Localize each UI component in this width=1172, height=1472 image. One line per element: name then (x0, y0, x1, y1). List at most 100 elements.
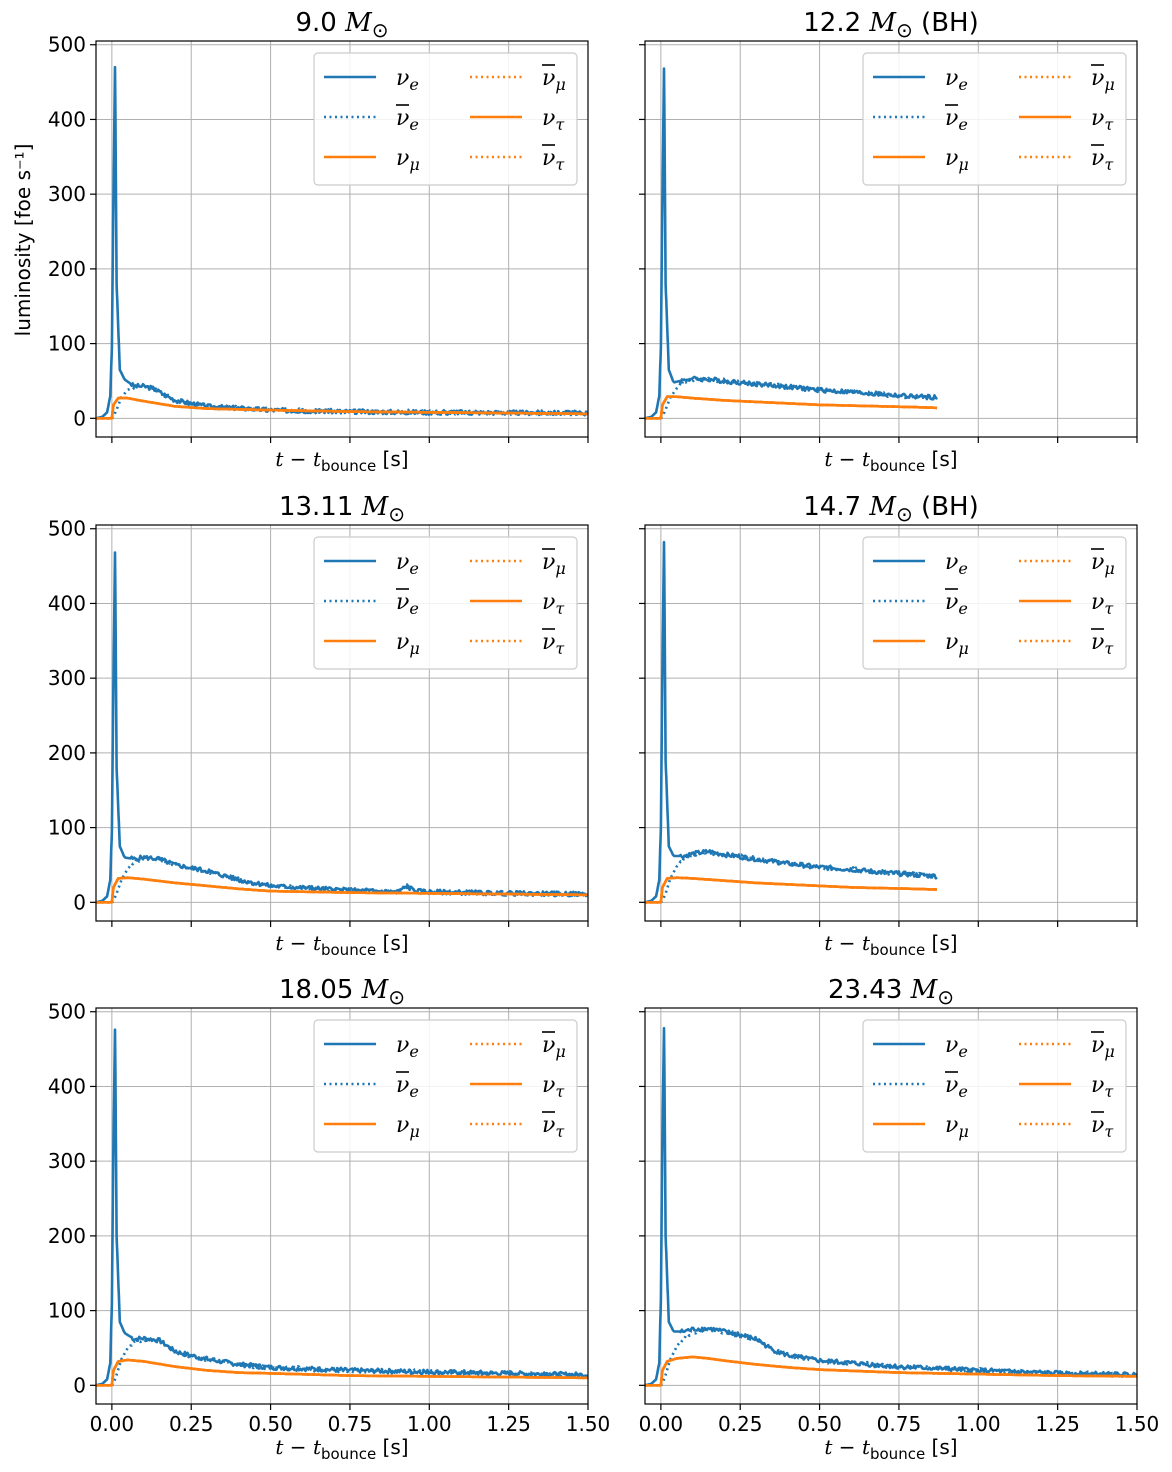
panel-title: 13.11 M⊙ (279, 492, 405, 526)
legend-label: νe (396, 590, 419, 618)
y-tick-label: 400 (48, 1074, 86, 1098)
legend: νe νe νμ νμ ντ ντ (313, 1019, 578, 1153)
x-tick-label: 0.25 (718, 1412, 763, 1436)
legend: νe νe νμ νμ ντ ντ (862, 536, 1127, 670)
legend-label: νμ (945, 630, 969, 658)
axes-frame (644, 524, 1138, 922)
chart-panel: 0 100 200 300 400 500 9.0 M⊙ t − tbounce [s] νe ν… (48, 8, 589, 475)
legend-label: ντ (542, 590, 565, 618)
legend-label: νe (945, 1033, 968, 1061)
legend: νe νe νμ νμ ντ ντ (862, 52, 1127, 186)
y-tick-label: 300 (48, 666, 86, 690)
series-line-1 (645, 67, 938, 420)
x-axis-label: t − tbounce [s] (275, 447, 408, 475)
y-tick-label: 400 (48, 107, 86, 131)
legend: νe νe νμ νμ ντ ντ (313, 52, 578, 186)
y-tick-label: 100 (48, 1299, 86, 1323)
panel-title: 14.7 M⊙ (BH) (803, 492, 979, 526)
legend-label: ντ (1091, 106, 1114, 134)
legend-box (313, 1019, 578, 1153)
chart-panel: 0.00 0.25 0.50 0.75 1.00 1.25 1.50 0 100 200 300 40… (48, 975, 610, 1463)
legend-label: νμ (945, 1113, 969, 1141)
legend-label: νμ (1091, 66, 1115, 94)
legend-label: νμ (396, 630, 420, 658)
x-tick-label: 1.50 (566, 1412, 611, 1436)
axes-frame (644, 1007, 1138, 1405)
y-axis-label: luminosity [foe s⁻¹] (11, 144, 35, 337)
series-group (96, 551, 588, 904)
legend-label: νμ (542, 66, 566, 94)
x-tick-label: 1.00 (407, 1412, 452, 1436)
chart-panel: 12.2 M⊙ (BH) t − tbounce [s] νe νe νμ νμ ντ ντ (639, 8, 1138, 475)
series-line-6 (645, 395, 938, 420)
y-tick-label: 0 (73, 890, 86, 914)
legend-label: νμ (1091, 550, 1115, 578)
legend-label: νe (945, 66, 968, 94)
series-line-6 (645, 876, 938, 904)
y-tick-label: 200 (48, 257, 86, 281)
y-tick-label: 200 (48, 1224, 86, 1248)
legend-label: νe (945, 590, 968, 618)
panel-title: 9.0 M⊙ (295, 8, 388, 42)
x-tick-label: 0.50 (248, 1412, 293, 1436)
x-tick-label: 0.75 (877, 1412, 922, 1436)
legend-label: ντ (1091, 1113, 1114, 1141)
legend-box (862, 52, 1127, 186)
legend-label: νμ (396, 146, 420, 174)
x-axis-label: t − tbounce [s] (275, 931, 408, 959)
y-tick-label: 500 (48, 517, 86, 541)
axes-frame (95, 1007, 589, 1405)
x-tick-label: 1.50 (1115, 1412, 1160, 1436)
y-tick-label: 0 (73, 406, 86, 430)
series-line-2 (110, 854, 588, 904)
y-tick-label: 500 (48, 1000, 86, 1024)
legend-label: ντ (542, 146, 565, 174)
panel-title: 23.43 M⊙ (828, 975, 954, 1009)
y-tick-label: 400 (48, 591, 86, 615)
series-line-5 (645, 1355, 1137, 1387)
legend-label: ντ (542, 1073, 565, 1101)
legend-label: νe (945, 106, 968, 134)
legend-label: νe (396, 66, 419, 94)
y-tick-label: 200 (48, 741, 86, 765)
legend-label: νμ (945, 146, 969, 174)
chart-panel: 0.00 0.25 0.50 0.75 1.00 1.25 1.50 23.43 M⊙ t − … (639, 975, 1160, 1463)
series-line-6 (96, 396, 588, 420)
legend-label: ντ (1091, 630, 1114, 658)
legend: νe νe νμ νμ ντ ντ (313, 536, 578, 670)
legend-label: ντ (1091, 1073, 1114, 1101)
panel-title: 18.05 M⊙ (279, 975, 405, 1009)
legend-label: ντ (542, 1113, 565, 1141)
y-tick-label: 500 (48, 33, 86, 57)
x-tick-label: 0.50 (797, 1412, 842, 1436)
chart-panel: 14.7 M⊙ (BH) t − tbounce [s] νe νe νμ νμ ντ ντ (639, 492, 1138, 959)
legend-label: νμ (542, 550, 566, 578)
x-tick-label: 0.00 (90, 1412, 135, 1436)
x-tick-label: 0.00 (639, 1412, 684, 1436)
legend-label: νe (396, 550, 419, 578)
legend-label: νμ (1091, 1033, 1115, 1061)
series-line-6 (96, 876, 588, 904)
legend-label: νe (396, 1073, 419, 1101)
x-axis-label: t − tbounce [s] (824, 931, 957, 959)
x-tick-label: 1.00 (956, 1412, 1001, 1436)
x-tick-label: 0.25 (169, 1412, 214, 1436)
x-tick-label: 1.25 (486, 1412, 531, 1436)
y-tick-label: 300 (48, 182, 86, 206)
y-tick-label: 0 (73, 1373, 86, 1397)
series-group (96, 1028, 588, 1387)
axes-frame (95, 40, 589, 438)
series-line-1 (645, 540, 938, 904)
x-axis-label: t − tbounce [s] (824, 1435, 957, 1463)
legend-label: ντ (1091, 146, 1114, 174)
series-line-5 (96, 1358, 588, 1387)
legend-box (313, 52, 578, 186)
series-line-2 (659, 849, 939, 904)
series-group (645, 67, 939, 420)
legend-box (313, 536, 578, 670)
legend-box (862, 536, 1127, 670)
y-tick-label: 100 (48, 816, 86, 840)
y-tick-label: 100 (48, 332, 86, 356)
